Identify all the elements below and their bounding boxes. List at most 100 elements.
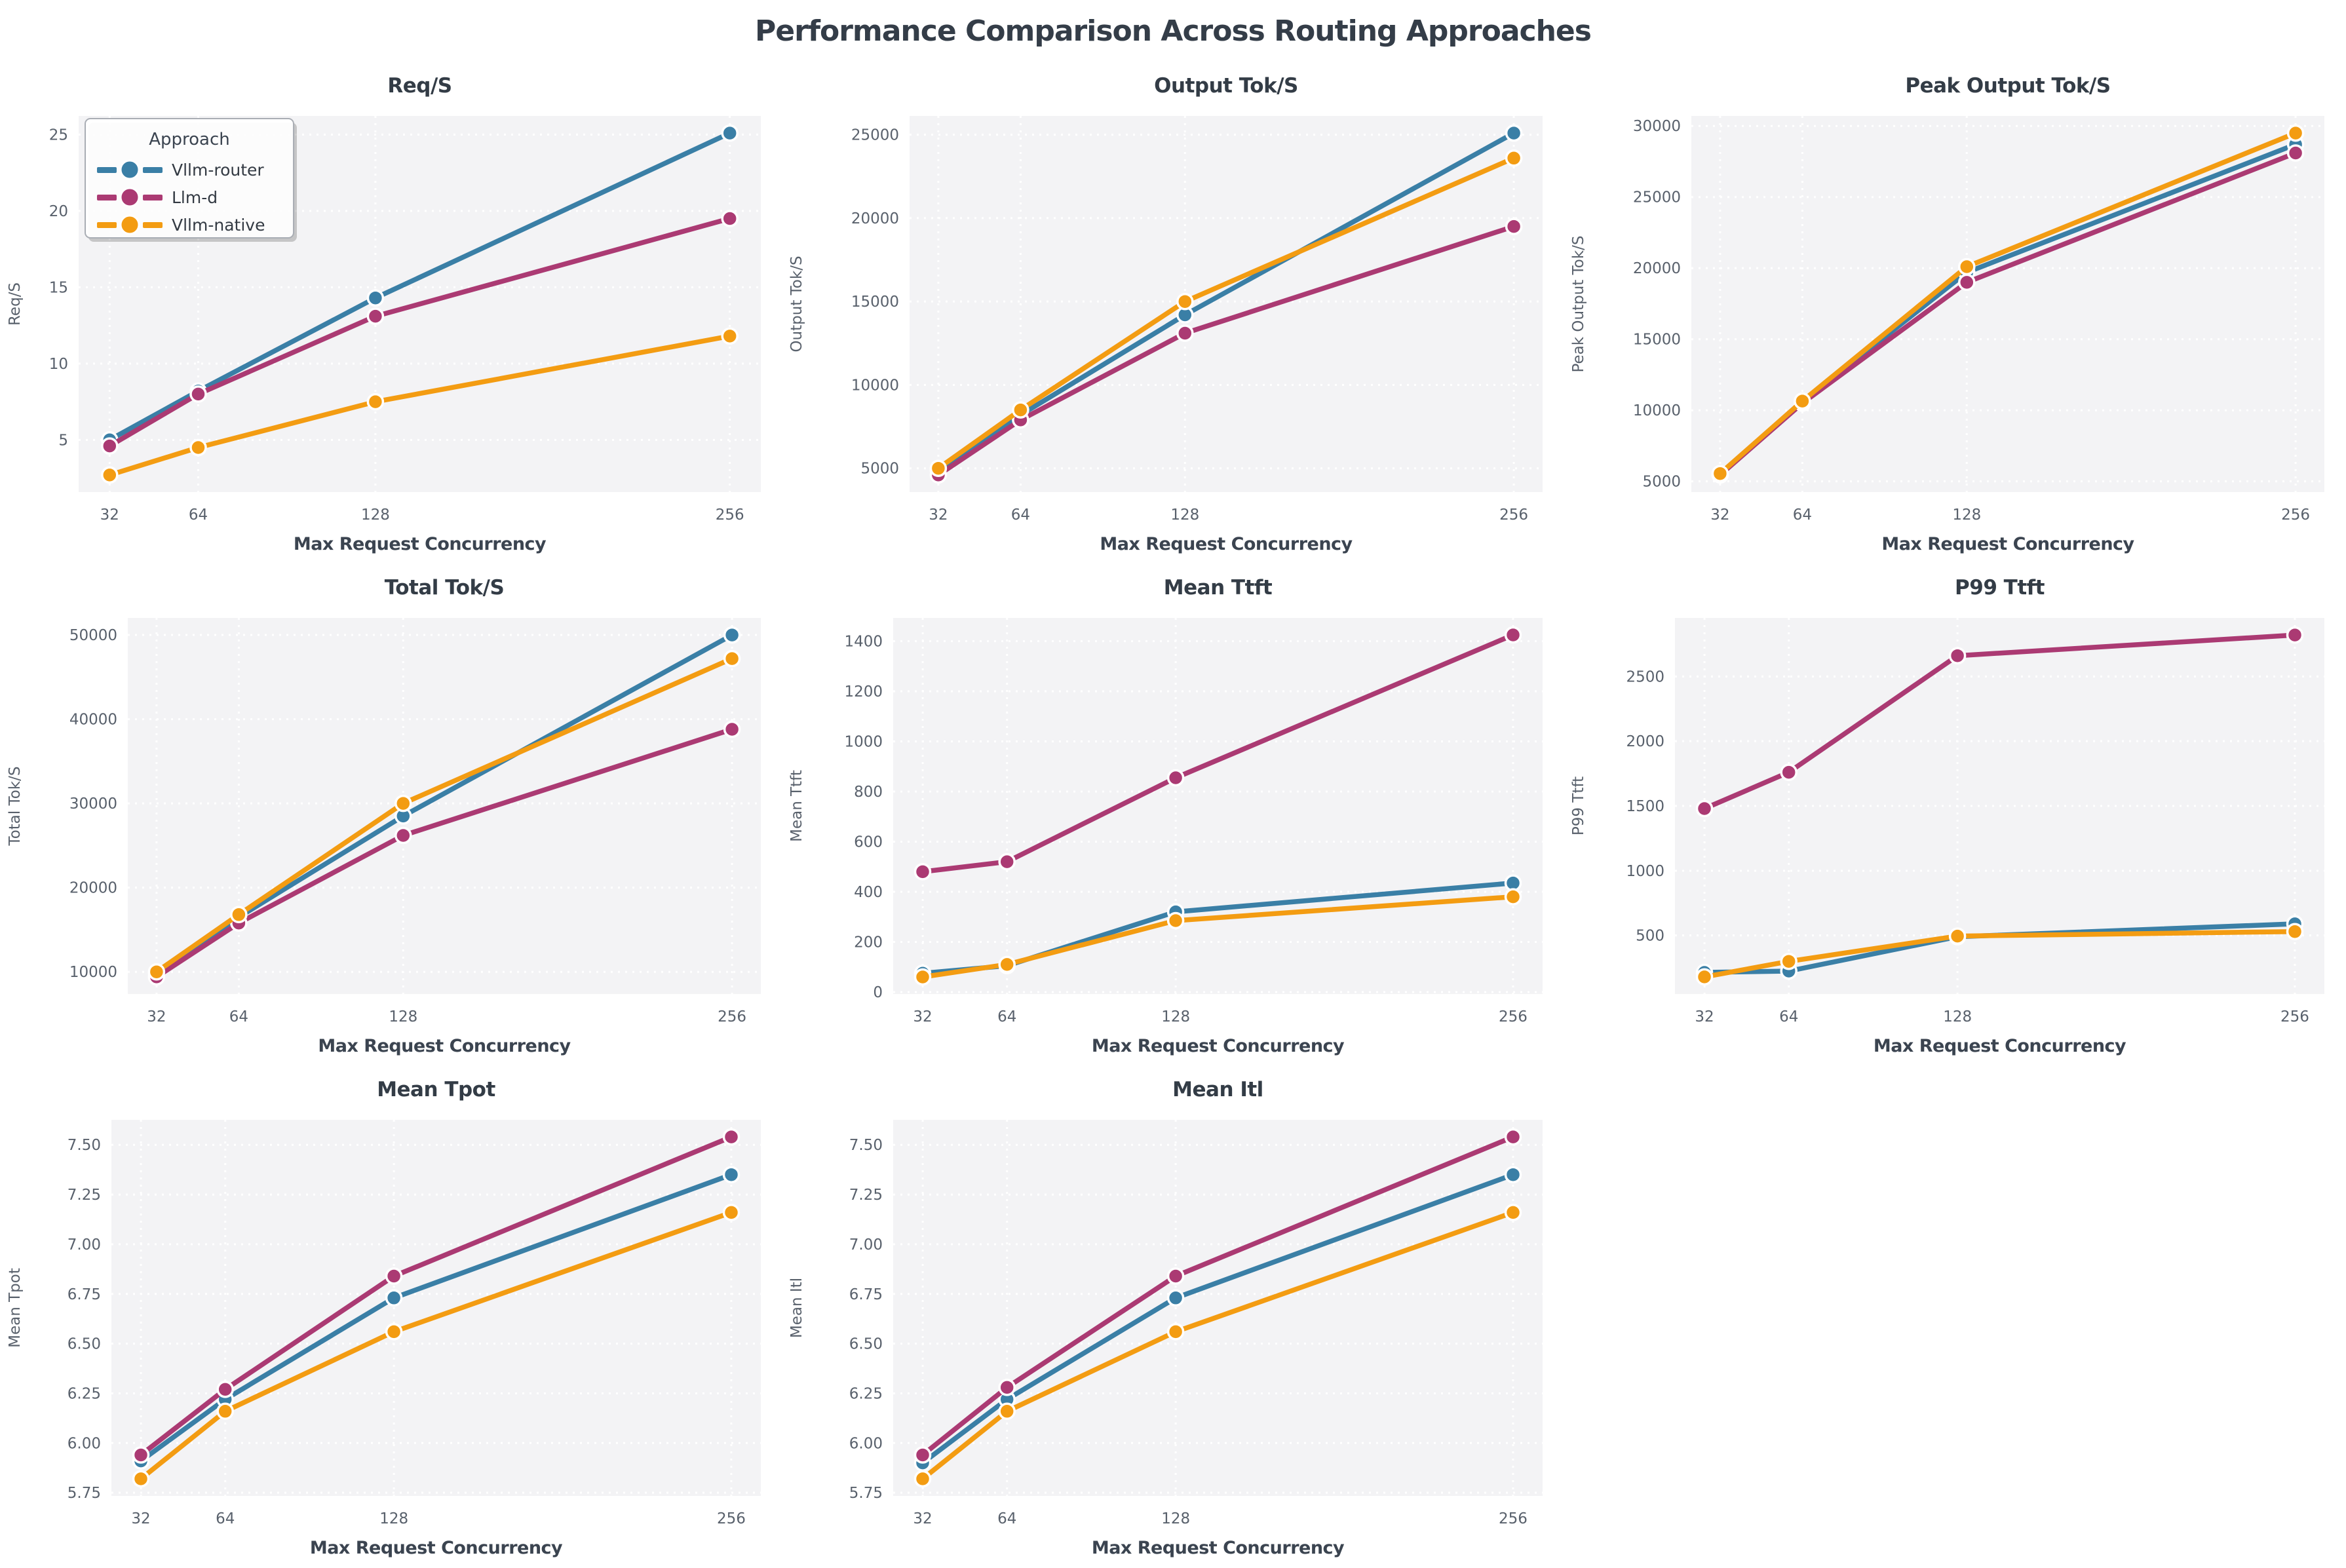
legend-marker-dash (97, 195, 117, 201)
series-line (138, 1172, 734, 1464)
legend-marker-icon (119, 159, 140, 180)
data-point-marker (385, 1323, 403, 1341)
x-tick-label: 32 (929, 507, 948, 524)
subplot-title: Mean Tpot (377, 1078, 495, 1101)
x-tick-label: 128 (1170, 507, 1199, 524)
x-axis-label: Max Request Concurrency (1881, 534, 2134, 554)
data-point-marker (385, 1289, 403, 1307)
x-tick-label: 64 (997, 1510, 1016, 1527)
data-point-marker (998, 852, 1016, 871)
legend-marker-dash (143, 195, 163, 201)
x-tick-label: 256 (1499, 1510, 1528, 1527)
x-axis-label: Max Request Concurrency (1100, 534, 1353, 554)
legend-marker-dash (97, 222, 117, 228)
x-tick-label: 128 (389, 1008, 417, 1025)
data-point-marker (722, 1128, 740, 1146)
data-point-marker (1958, 273, 1976, 292)
x-tick-label: 256 (716, 507, 744, 524)
series-line (1702, 921, 2298, 975)
y-tick-label: 6.25 (67, 1385, 101, 1402)
data-point-marker (1166, 1289, 1185, 1307)
x-tick-label: 32 (100, 507, 119, 524)
x-tick-label: 128 (1952, 507, 1981, 524)
x-tick-label: 128 (379, 1510, 408, 1527)
y-tick-label: 7.25 (67, 1187, 101, 1204)
data-point-marker (1695, 968, 1714, 986)
chart-output-tok-s: 5000 10000 15000 20000 25000 32 64 128 256 Output… (782, 62, 1564, 564)
figure-title: Performance Comparison Across Routing Ap… (755, 14, 1592, 48)
data-point-marker (366, 392, 385, 411)
series-line (154, 727, 735, 980)
y-axis-label: Req/S (7, 282, 24, 326)
data-point-marker (385, 1267, 403, 1285)
legend-marker-dash (143, 222, 163, 228)
x-tick-label: 32 (913, 1008, 932, 1025)
x-tick-label: 32 (147, 1008, 166, 1025)
data-point-marker (1504, 888, 1522, 906)
y-tick-label: 2000 (1626, 733, 1664, 750)
data-point-marker (929, 459, 948, 477)
y-tick-label: 6.25 (849, 1385, 883, 1402)
series-line (107, 216, 733, 449)
y-axis-label: Mean Tpot (7, 1268, 24, 1348)
x-tick-label: 64 (1793, 507, 1812, 524)
y-tick-label: 6.00 (67, 1435, 101, 1452)
x-axis-label: Max Request Concurrency (1874, 1036, 2126, 1056)
series-line (920, 894, 1516, 980)
y-tick-label: 5 (58, 432, 68, 449)
data-point-marker (1504, 1166, 1522, 1183)
legend-marker-icon (119, 187, 140, 208)
subplot-title: Mean Ttft (1164, 576, 1273, 600)
chart-svg: 10000 20000 30000 40000 50000 32 64 128 256 Total… (7, 576, 761, 1056)
y-tick-label: 200 (854, 934, 883, 951)
data-point-marker (1505, 149, 1523, 167)
data-point-marker (2286, 626, 2304, 644)
empty-cell (1564, 1066, 2345, 1568)
y-tick-label: 30000 (1633, 118, 1681, 135)
data-point-marker (101, 466, 119, 484)
data-point-marker (998, 1379, 1016, 1396)
legend-entry-label: Vllm-router (172, 161, 264, 180)
chart-svg: 5000 10000 15000 20000 25000 30000 32 64 128 256 P… (1570, 74, 2324, 554)
series-line (138, 1134, 734, 1458)
y-tick-label: 10 (49, 356, 68, 373)
x-tick-label: 32 (131, 1510, 150, 1527)
y-axis-label: P99 Ttft (1570, 776, 1587, 835)
data-point-marker (147, 963, 166, 981)
y-tick-label: 6.50 (849, 1336, 883, 1353)
data-point-marker (1166, 1323, 1185, 1341)
x-tick-label: 32 (913, 1510, 932, 1527)
y-tick-label: 1000 (844, 734, 883, 751)
y-tick-label: 6.75 (67, 1286, 101, 1303)
series-line (1702, 632, 2298, 811)
y-tick-label: 1400 (844, 634, 883, 651)
chart-p99-ttft: 500 1000 1500 2000 2500 32 64 128 256 P99 Ttft Max… (1564, 564, 2345, 1066)
data-point-marker (1176, 324, 1194, 342)
y-tick-label: 7.50 (849, 1137, 883, 1154)
y-tick-label: 2500 (1626, 668, 1664, 685)
plot-area (1691, 116, 2324, 492)
data-point-marker (1958, 258, 1976, 276)
chart-svg: 5000 10000 15000 20000 25000 32 64 128 256 Output… (788, 74, 1543, 554)
subplot-title: Peak Output Tok/S (1905, 74, 2110, 98)
data-point-marker (1948, 647, 1967, 664)
data-point-marker (101, 437, 119, 455)
y-tick-label: 10000 (1633, 402, 1681, 419)
plot-area (111, 1120, 761, 1496)
data-point-marker (913, 863, 932, 881)
series-line (936, 155, 1516, 471)
y-tick-label: 7.25 (849, 1187, 883, 1204)
legend-title: Approach (149, 130, 230, 149)
y-tick-label: 800 (854, 784, 883, 801)
x-axis-label: Max Request Concurrency (318, 1036, 571, 1056)
subplot-title: Mean Itl (1172, 1078, 1263, 1101)
series-line (920, 1210, 1516, 1482)
chart-req-s: 5 10 15 20 25 32 64 128 256 Req/S Max Request Conc… (0, 62, 782, 564)
x-tick-label: 128 (1161, 1510, 1190, 1527)
data-point-marker (1166, 769, 1185, 787)
chart-mean-itl: 5.75 6.00 6.25 6.50 6.75 7.00 7.25 7.50 32 64 128 2… (782, 1066, 1564, 1568)
data-point-marker (216, 1381, 234, 1398)
x-tick-label: 256 (2280, 1008, 2309, 1025)
data-point-marker (1505, 124, 1523, 142)
chart-mean-ttft: 0 200 400 600 800 1000 1200 1400 32 64 128 256 Mean … (782, 564, 1564, 1066)
